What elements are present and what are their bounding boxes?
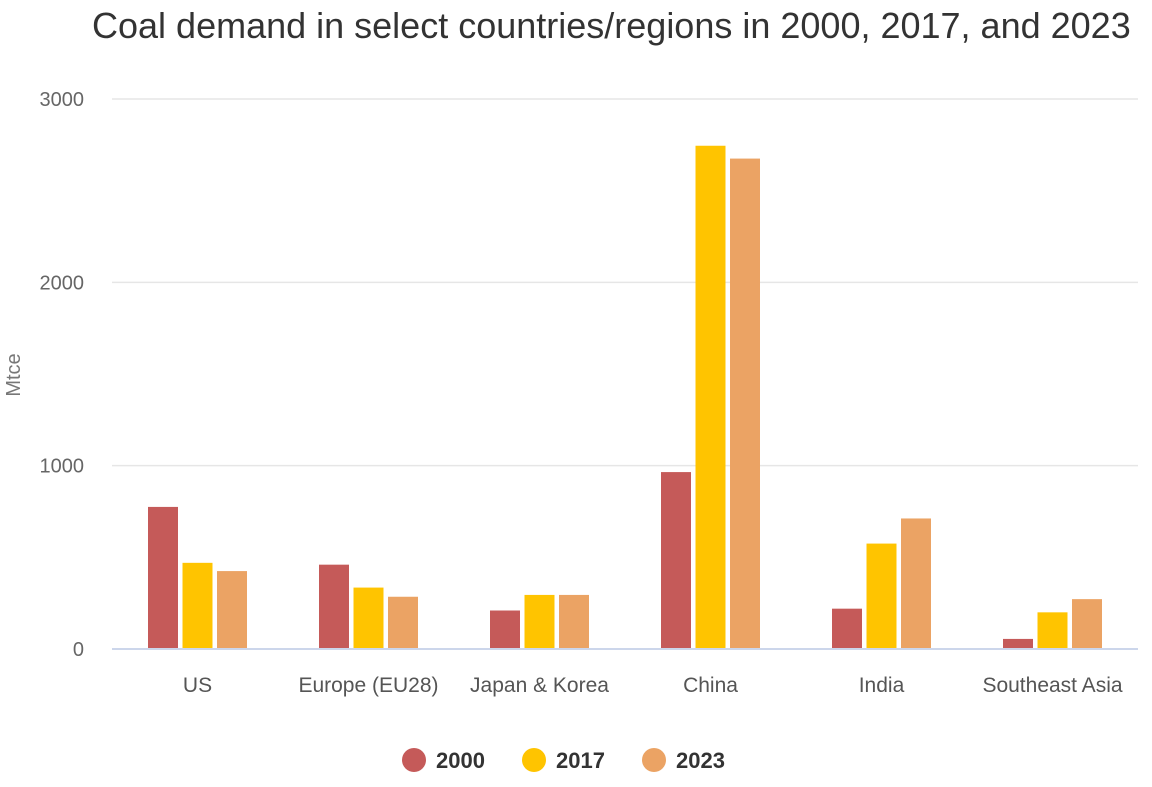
bar-southeast-asia-2000 — [1003, 638, 1033, 649]
bar-china-2000 — [661, 472, 691, 649]
legend-marker-2023 — [642, 748, 666, 772]
x-category-label: Japan & Korea — [470, 674, 609, 697]
legend-marker-2017 — [522, 748, 546, 772]
x-category-label: China — [683, 674, 738, 697]
y-tick-label: 1000 — [40, 456, 85, 478]
y-tick-label: 0 — [73, 639, 84, 661]
bar-us-2017 — [182, 562, 213, 649]
x-category-label: US — [183, 674, 212, 697]
bar-us-2023 — [217, 571, 247, 649]
gridlines — [112, 98, 1138, 467]
bar-india-2023 — [901, 518, 931, 649]
legend: 2000 2017 2023 — [402, 748, 725, 773]
x-category-label: Europe (EU28) — [298, 674, 438, 697]
legend-marker-2000 — [402, 748, 426, 772]
bar-southeast-asia-2023 — [1072, 599, 1102, 649]
legend-label-2017[interactable]: 2017 — [556, 748, 605, 773]
legend-label-2000[interactable]: 2000 — [436, 748, 485, 773]
x-category-label: Southeast Asia — [982, 674, 1122, 697]
bar-japan-korea-2000 — [490, 610, 520, 649]
bar-southeast-asia-2017 — [1037, 612, 1068, 649]
y-axis-label: Mtce — [3, 353, 25, 396]
bar-japan-korea-2017 — [524, 594, 555, 649]
bar-india-2000 — [832, 608, 862, 649]
y-tick-label: 2000 — [40, 272, 85, 294]
legend-label-2023[interactable]: 2023 — [676, 748, 725, 773]
bar-europe-eu28--2023 — [388, 596, 418, 649]
bar-china-2023 — [730, 158, 760, 650]
chart-title: Coal demand in select countries/regions … — [92, 5, 1131, 46]
bar-europe-eu28--2017 — [353, 587, 384, 649]
bar-japan-korea-2023 — [559, 594, 589, 649]
bars — [148, 145, 1102, 650]
bar-us-2000 — [148, 506, 178, 649]
bar-india-2017 — [866, 543, 897, 649]
y-tick-label: 3000 — [40, 89, 85, 111]
bar-europe-eu28--2000 — [319, 564, 349, 649]
x-axis-categories: US Europe (EU28) Japan & Korea China India So… — [183, 674, 1123, 697]
bar-china-2017 — [695, 145, 726, 649]
x-category-label: India — [859, 674, 905, 697]
y-axis-ticks: 0 1000 2000 3000 — [40, 89, 85, 661]
